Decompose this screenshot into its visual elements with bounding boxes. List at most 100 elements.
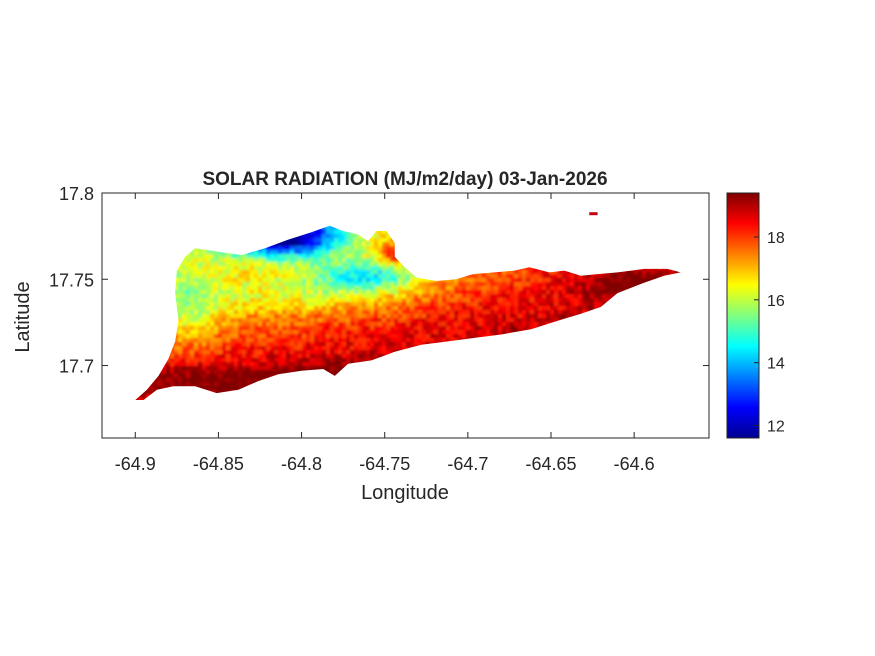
field-cell xyxy=(374,286,379,291)
field-cell xyxy=(250,274,255,279)
field-cell xyxy=(306,262,311,267)
field-cell xyxy=(318,254,323,259)
field-cell xyxy=(210,334,215,339)
field-cell xyxy=(254,310,259,315)
field-cell xyxy=(226,358,231,363)
field-cell xyxy=(470,306,475,311)
field-cell xyxy=(334,342,339,347)
field-cell xyxy=(386,350,391,355)
field-cell xyxy=(190,378,195,383)
field-cell xyxy=(222,310,227,315)
field-cell xyxy=(302,326,307,331)
field-cell xyxy=(510,326,515,331)
field-cell xyxy=(342,290,347,295)
field-cell xyxy=(242,254,247,259)
field-cell xyxy=(354,290,359,295)
field-cell xyxy=(350,326,355,331)
field-cell xyxy=(358,326,363,331)
field-cell xyxy=(222,346,227,351)
field-cell xyxy=(290,242,295,247)
field-cell xyxy=(506,302,511,307)
field-cell xyxy=(238,318,243,323)
field-cell xyxy=(386,254,391,259)
field-cell xyxy=(282,274,287,279)
field-cell xyxy=(278,262,283,267)
field-cell xyxy=(282,362,287,367)
field-cell xyxy=(354,334,359,339)
field-cell xyxy=(186,262,191,267)
field-cell xyxy=(442,318,447,323)
field-cell xyxy=(514,286,519,291)
field-cell xyxy=(226,298,231,303)
field-cell xyxy=(190,326,195,331)
field-cell xyxy=(438,330,443,335)
field-cell xyxy=(354,270,359,275)
field-cell xyxy=(214,254,219,259)
field-cell xyxy=(206,270,211,275)
field-cell xyxy=(318,358,323,363)
field-cell xyxy=(270,334,275,339)
field-cell xyxy=(250,266,255,271)
field-cell xyxy=(290,346,295,351)
field-cell xyxy=(422,290,427,295)
field-cell xyxy=(358,242,363,247)
field-cell xyxy=(446,286,451,291)
field-cell xyxy=(442,306,447,311)
field-cell xyxy=(242,326,247,331)
field-cell xyxy=(222,386,227,391)
field-cell xyxy=(478,326,483,331)
field-cell xyxy=(518,318,523,323)
field-cell xyxy=(214,294,219,299)
field-cell xyxy=(278,302,283,307)
field-cell xyxy=(414,306,419,311)
field-cell xyxy=(298,266,303,271)
field-cell xyxy=(438,338,443,343)
field-cell xyxy=(430,326,435,331)
field-cell xyxy=(382,334,387,339)
field-cell xyxy=(222,338,227,343)
field-cell xyxy=(178,310,183,315)
field-cell xyxy=(194,342,199,347)
field-cell xyxy=(370,342,375,347)
field-cell xyxy=(510,298,515,303)
field-cell xyxy=(206,306,211,311)
field-cell xyxy=(210,290,215,295)
field-cell xyxy=(214,298,219,303)
field-cell xyxy=(326,254,331,259)
field-cell xyxy=(366,278,371,283)
field-cell xyxy=(322,342,327,347)
field-cell xyxy=(226,330,231,335)
field-cell xyxy=(354,302,359,307)
field-cell xyxy=(194,294,199,299)
field-cell xyxy=(370,310,375,315)
field-cell xyxy=(378,238,383,243)
field-cell xyxy=(202,290,207,295)
field-cell xyxy=(338,326,343,331)
field-cell xyxy=(326,358,331,363)
field-cell xyxy=(366,250,371,255)
field-cell xyxy=(214,362,219,367)
field-cell xyxy=(390,318,395,323)
field-cell xyxy=(310,362,315,367)
field-cell xyxy=(178,326,183,331)
field-cell xyxy=(254,346,259,351)
field-cell xyxy=(234,274,239,279)
field-cell xyxy=(398,326,403,331)
field-cell xyxy=(466,282,471,287)
field-cell xyxy=(386,242,391,247)
field-cell xyxy=(202,270,207,275)
field-cell xyxy=(282,306,287,311)
field-cell xyxy=(218,318,223,323)
field-cell xyxy=(490,330,495,335)
field-cell xyxy=(526,290,531,295)
field-cell xyxy=(186,282,191,287)
field-cell xyxy=(330,258,335,263)
field-cell xyxy=(386,314,391,319)
field-cell xyxy=(202,342,207,347)
field-cell xyxy=(518,282,523,287)
field-cell xyxy=(286,370,291,375)
field-cell xyxy=(358,282,363,287)
field-cell xyxy=(270,278,275,283)
field-cell xyxy=(206,342,211,347)
field-cell xyxy=(186,322,191,327)
